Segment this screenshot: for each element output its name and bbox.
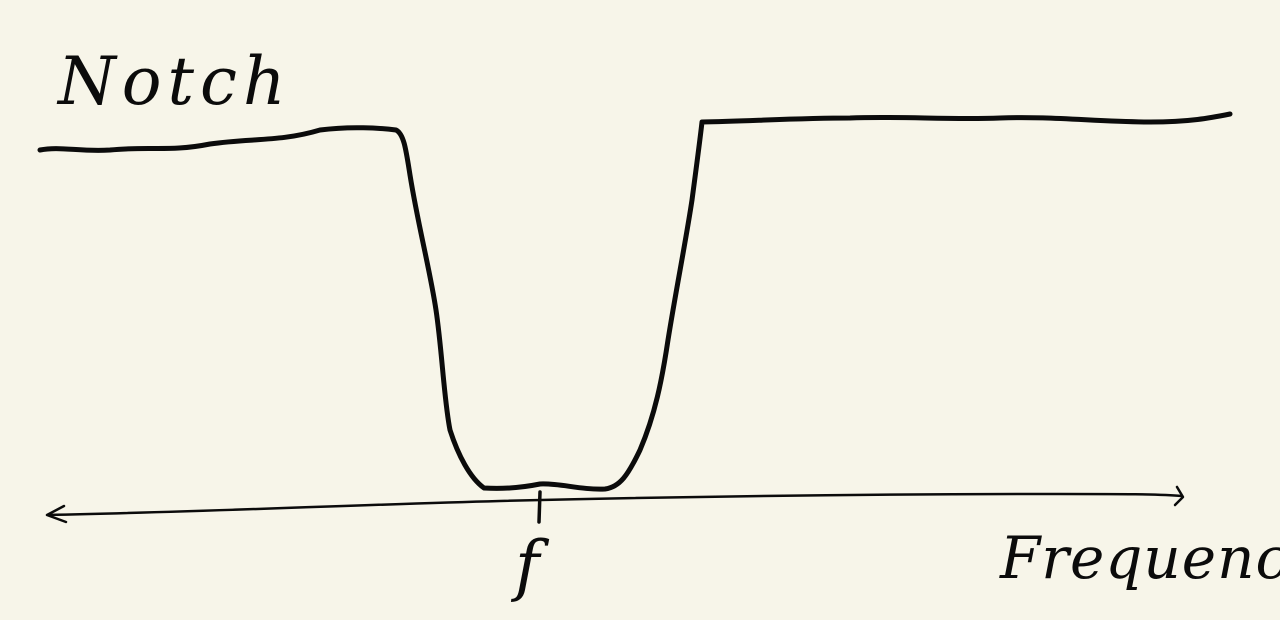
axis-right-arrowhead	[1173, 485, 1185, 507]
notch-response-curve	[37, 111, 1233, 492]
frequency-axis-line	[46, 492, 1184, 517]
axis-left-arrowhead	[45, 504, 68, 524]
center-frequency-label: f	[510, 527, 550, 604]
center-frequency-tick	[537, 490, 542, 524]
diagram-title: Notch	[56, 43, 291, 120]
x-axis-label: Frequency	[999, 524, 1280, 592]
